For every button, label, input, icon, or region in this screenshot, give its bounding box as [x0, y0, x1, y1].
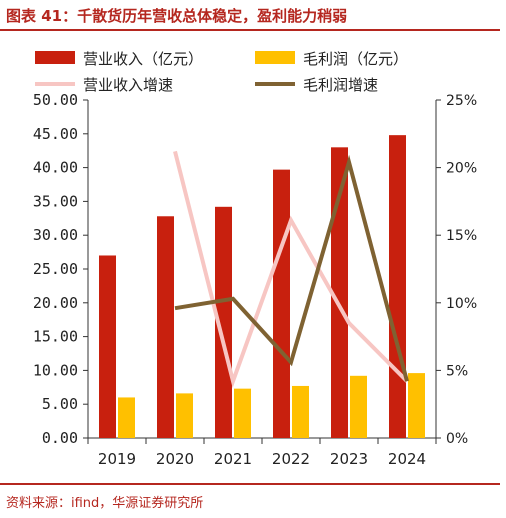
- y2-axis-tick-label: 25%: [446, 93, 477, 109]
- x-axis-category-label: 2023: [330, 450, 368, 468]
- profit-bar: [118, 397, 135, 438]
- x-axis-category-label: 2021: [214, 450, 252, 468]
- y-axis-tick-label: 20.00: [33, 294, 78, 312]
- source-note: 资料来源：ifind，华源证券研究所: [6, 496, 204, 511]
- profit-bar: [234, 388, 251, 438]
- revenue-bar: [389, 135, 406, 439]
- legend-label: 营业收入增速: [83, 76, 173, 94]
- y2-axis-tick-label: 0%: [446, 431, 468, 447]
- bars: [99, 135, 425, 439]
- y-axis-tick-label: 30.00: [33, 226, 78, 244]
- title-divider: [0, 29, 500, 31]
- y-axis-tick-label: 40.00: [33, 159, 78, 177]
- axes: 0.00 5.00 10.00 15.00 20.00 25.00 30.00 35.00 40…: [33, 91, 477, 468]
- x-axis-category-label: 2020: [156, 450, 194, 468]
- x-axis-category-label: 2019: [98, 450, 136, 468]
- profit-bar: [176, 393, 193, 438]
- legend-swatch: [255, 51, 295, 64]
- revenue-bar: [273, 169, 290, 439]
- x-axis-category-label: 2022: [272, 450, 310, 468]
- y-axis-tick-label: 10.00: [33, 361, 78, 379]
- legend-label: 毛利润（亿元）: [303, 50, 408, 68]
- y2-axis-tick-label: 10%: [446, 296, 477, 312]
- chart-title: 图表 41：千散货历年营收总体稳定，盈利能力稍弱: [6, 7, 348, 25]
- legend: 营业收入（亿元） 毛利润（亿元） 营业收入增速 毛利润增速: [35, 50, 408, 94]
- x-axis-category-label: 2024: [388, 450, 426, 468]
- profit-bar: [408, 373, 425, 438]
- legend-label: 营业收入（亿元）: [83, 50, 203, 68]
- revenue-bar: [215, 206, 232, 438]
- profit-growth-line: [174, 154, 409, 382]
- y-axis-tick-label: 45.00: [33, 125, 78, 143]
- y-axis-tick-label: 0.00: [42, 429, 78, 447]
- y2-axis-tick-label: 15%: [446, 228, 477, 244]
- profit-bar: [350, 375, 367, 438]
- y2-axis-tick-label: 20%: [446, 161, 477, 177]
- chart: 营业收入（亿元） 毛利润（亿元） 营业收入增速 毛利润增速 0.00 5.00 10.00…: [33, 50, 477, 468]
- revenue-bar: [331, 147, 348, 438]
- y-axis-tick-label: 25.00: [33, 260, 78, 278]
- y-axis-tick-label: 15.00: [33, 328, 78, 346]
- profit-bar: [292, 385, 309, 438]
- y-axis-tick-label: 50.00: [33, 91, 78, 109]
- legend-label: 毛利润增速: [303, 76, 378, 94]
- y-axis-tick-label: 35.00: [33, 192, 78, 210]
- legend-swatch: [35, 51, 75, 64]
- revenue-bar: [157, 216, 174, 438]
- revenue-growth-line: [173, 150, 409, 389]
- lines: [173, 150, 409, 389]
- y-axis-tick-label: 5.00: [42, 395, 78, 413]
- footer-divider: [0, 483, 500, 485]
- revenue-bar: [99, 255, 116, 438]
- y2-axis-tick-label: 5%: [446, 363, 468, 379]
- title-bar: 图表 41：千散货历年营收总体稳定，盈利能力稍弱: [0, 0, 506, 31]
